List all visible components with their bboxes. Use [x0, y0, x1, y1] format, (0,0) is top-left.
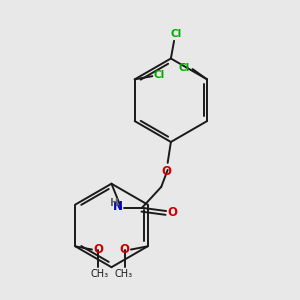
- Text: O: O: [168, 206, 178, 219]
- Text: CH₃: CH₃: [90, 269, 108, 279]
- Text: O: O: [161, 165, 171, 178]
- Text: Cl: Cl: [178, 63, 189, 73]
- Text: Cl: Cl: [170, 29, 181, 39]
- Text: CH₃: CH₃: [115, 269, 133, 279]
- Text: N: N: [113, 200, 123, 213]
- Text: H: H: [110, 198, 118, 208]
- Text: O: O: [120, 243, 130, 256]
- Text: O: O: [93, 243, 103, 256]
- Text: Cl: Cl: [154, 70, 165, 80]
